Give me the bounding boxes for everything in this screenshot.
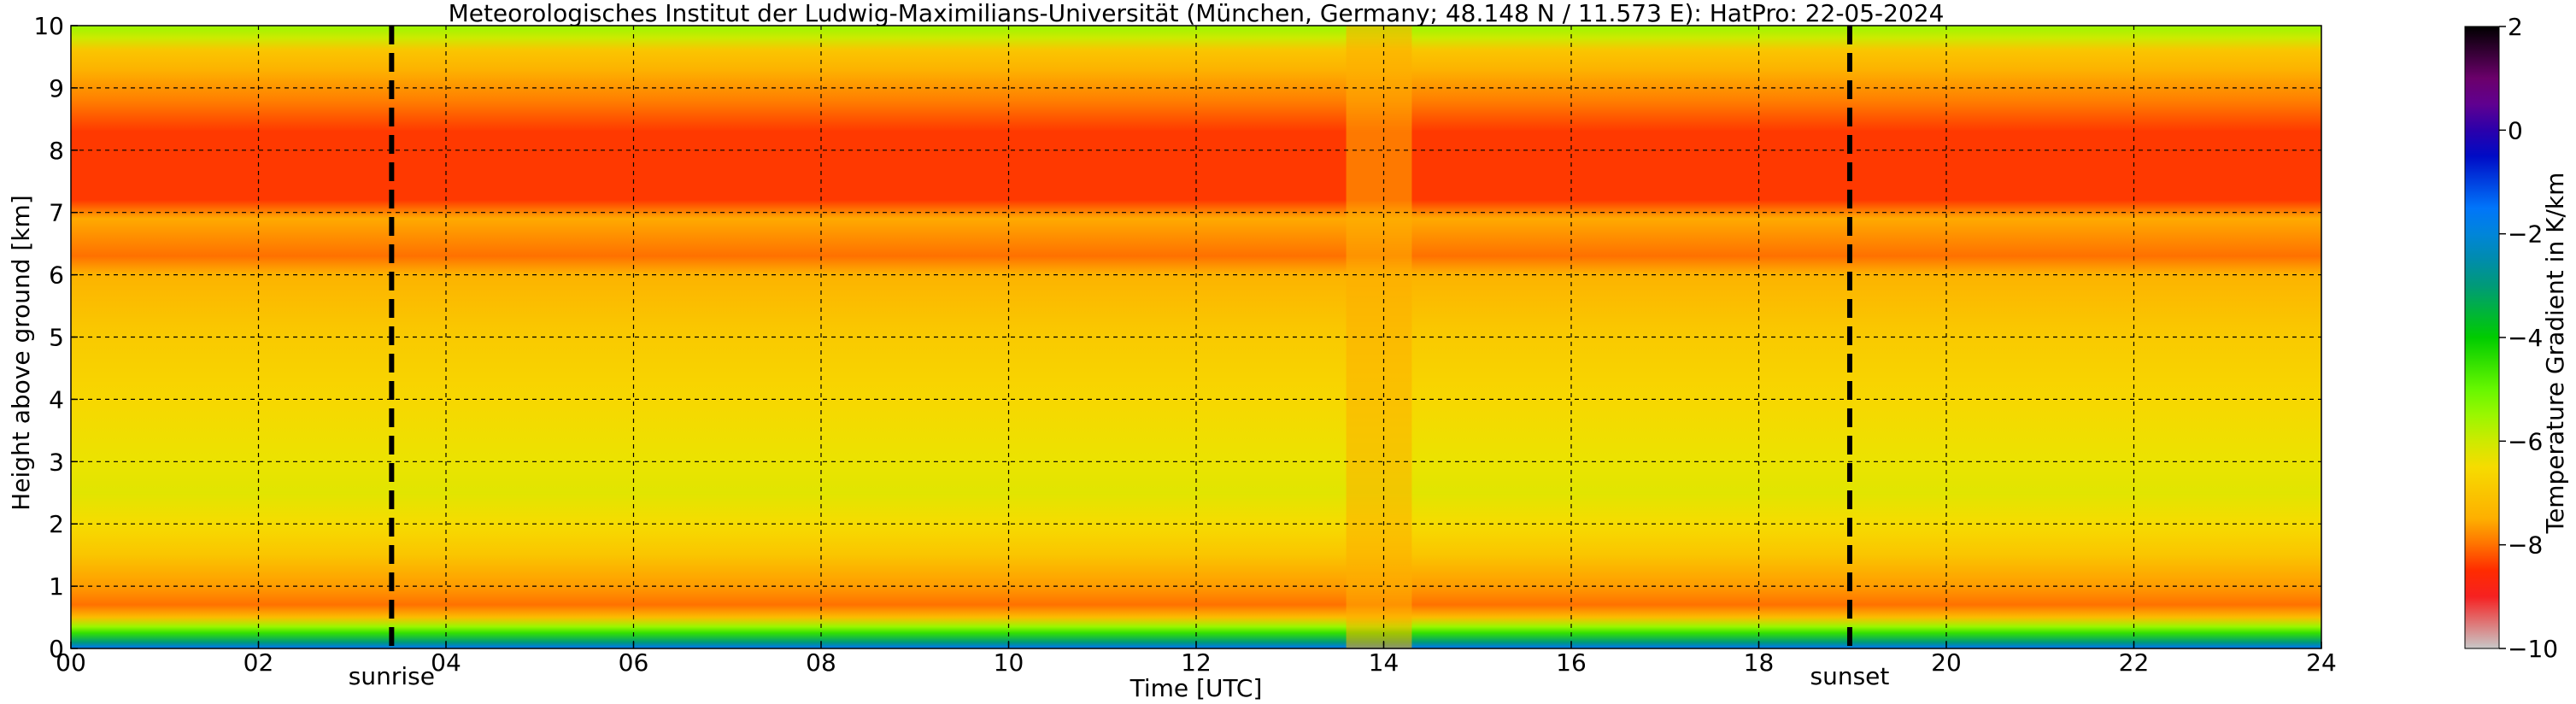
colorbar-label: Temperature Gradient in K/km <box>2541 173 2569 535</box>
x-tick-label: 06 <box>619 648 649 677</box>
x-tick-label: 08 <box>806 648 836 677</box>
x-tick-label: 10 <box>994 648 1024 677</box>
colorbar-tick-label: −6 <box>2508 427 2543 455</box>
y-tick-label: 4 <box>49 385 64 414</box>
x-tick-label: 00 <box>56 648 86 677</box>
x-tick-label: 04 <box>431 648 461 677</box>
y-tick-label: 0 <box>49 635 64 663</box>
y-tick-label: 3 <box>49 448 64 476</box>
colorbar: −10 −8 −6 −4 −2 0 2 <box>2464 13 2558 663</box>
sunset-label: sunset <box>1810 662 1890 690</box>
x-tick-label: 22 <box>2119 648 2150 677</box>
x-tick-label: 14 <box>1369 648 1399 677</box>
colorbar-tick-label: 0 <box>2508 116 2523 144</box>
colorbar-tick-label: −8 <box>2508 531 2543 560</box>
colorbar-tick-label: −4 <box>2508 324 2543 352</box>
x-tick-label: 18 <box>1744 648 1775 677</box>
colorbar-tick-label: −2 <box>2508 220 2543 249</box>
y-tick-label: 6 <box>49 261 64 290</box>
y-tick-label: 1 <box>49 572 64 601</box>
colorbar-tick-label: 2 <box>2508 13 2523 41</box>
x-tick-label: 02 <box>244 648 274 677</box>
colorbar-tick-label: −10 <box>2508 635 2558 663</box>
y-tick-label: 7 <box>49 199 64 227</box>
y-tick-label: 8 <box>49 137 64 165</box>
y-tick-label: 2 <box>49 510 64 538</box>
annotations: sunrise sunset <box>349 26 1890 690</box>
y-axis-label: Height above ground [km] <box>7 195 35 511</box>
y-axis: 0 1 2 3 4 5 6 7 8 9 10 <box>33 12 78 663</box>
x-tick-label: 16 <box>1556 648 1587 677</box>
x-axis: 00 02 04 06 08 10 12 14 16 18 20 22 24 <box>56 642 2337 677</box>
sunrise-label: sunrise <box>349 662 435 690</box>
colorbar-bar <box>2464 26 2500 649</box>
x-tick-label: 20 <box>1931 648 1962 677</box>
x-tick-label: 24 <box>2306 648 2337 677</box>
x-axis-label: Time [UTC] <box>1130 674 1263 702</box>
x-tick-label: 12 <box>1181 648 1212 677</box>
chart-title: Meteorologisches Institut der Ludwig-Max… <box>449 0 1945 27</box>
y-tick-label: 10 <box>33 12 64 40</box>
y-tick-label: 9 <box>49 74 64 103</box>
grid <box>71 26 2321 648</box>
y-tick-label: 5 <box>49 324 64 352</box>
